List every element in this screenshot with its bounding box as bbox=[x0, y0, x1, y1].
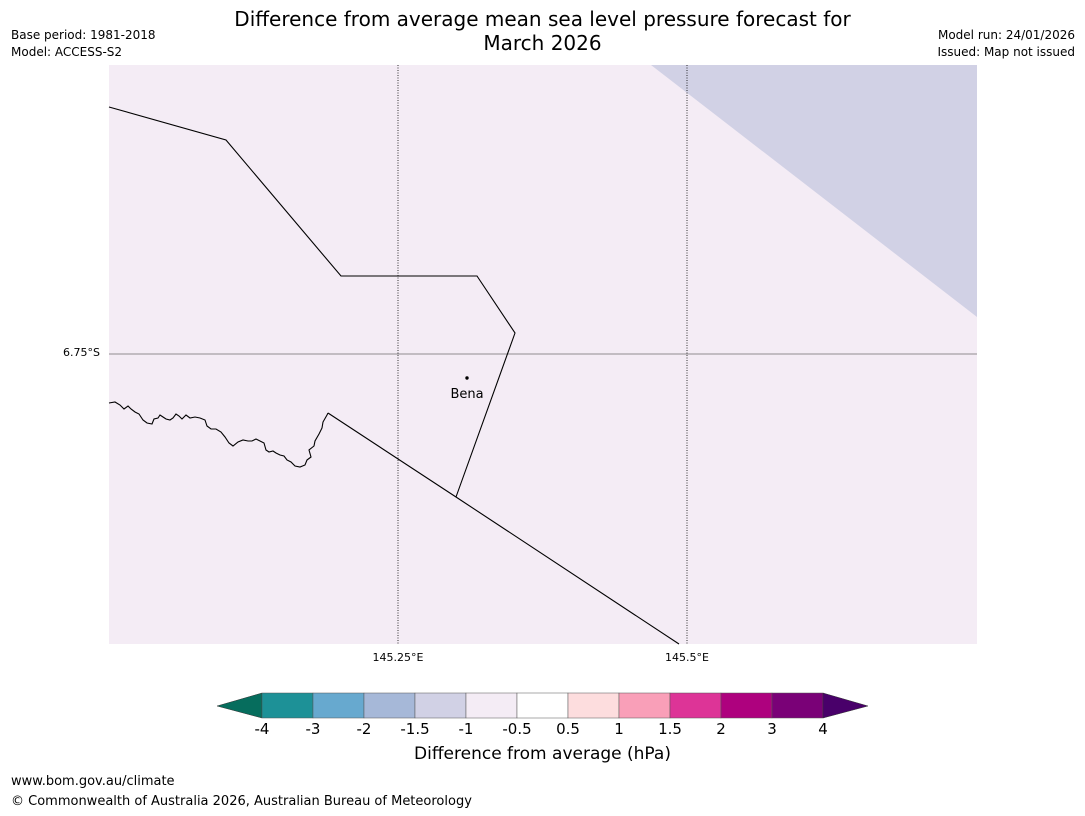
colorbar-tick: -1 bbox=[458, 720, 474, 738]
meta-left: Base period: 1981-2018 Model: ACCESS-S2 bbox=[11, 27, 156, 61]
colorbar-bin bbox=[363, 692, 416, 719]
colorbar-bin bbox=[414, 692, 467, 719]
bena-marker bbox=[465, 376, 469, 380]
colorbar-title: Difference from average (hPa) bbox=[414, 744, 671, 764]
colorbar-tick: 0.5 bbox=[556, 720, 580, 738]
colorbar-tick: -0.5 bbox=[502, 720, 532, 738]
colorbar-bins bbox=[261, 692, 824, 719]
colorbar-tick: 1.5 bbox=[658, 720, 682, 738]
issued-status: Issued: Map not issued bbox=[937, 45, 1075, 59]
colorbar-extend-max bbox=[822, 692, 869, 719]
colorbar-bin bbox=[771, 692, 824, 719]
colorbar-tick: 1 bbox=[614, 720, 624, 738]
longitude-label-145-5: 145.5°E bbox=[665, 651, 709, 664]
colorbar-bin bbox=[465, 692, 518, 719]
colorbar-bin bbox=[618, 692, 671, 719]
title-line-2: March 2026 bbox=[483, 31, 602, 55]
shaded-pressure-region bbox=[651, 65, 977, 317]
title-line-1: Difference from average mean sea level p… bbox=[234, 7, 851, 31]
province-boundary bbox=[108, 106, 516, 498]
colorbar-bin bbox=[261, 692, 314, 719]
colorbar-tick: -2 bbox=[356, 720, 372, 738]
longitude-label-145-25: 145.25°E bbox=[372, 651, 424, 664]
footer-url[interactable]: www.bom.gov.au/climate bbox=[11, 774, 175, 789]
base-period: Base period: 1981-2018 bbox=[11, 28, 156, 42]
colorbar-extend-min bbox=[216, 692, 263, 719]
map-title: Difference from average mean sea level p… bbox=[190, 7, 895, 55]
latitude-label: 6.75°S bbox=[63, 346, 100, 359]
colorbar-bin bbox=[516, 692, 569, 719]
coastline bbox=[108, 401, 329, 468]
colorbar-tick: -1.5 bbox=[400, 720, 430, 738]
colorbar-bin bbox=[312, 692, 365, 719]
colorbar-tick: 4 bbox=[818, 720, 828, 738]
colorbar-tick: 3 bbox=[767, 720, 777, 738]
province-boundary-south bbox=[327, 412, 680, 645]
colorbar-bin bbox=[720, 692, 773, 719]
footer-copyright: © Commonwealth of Australia 2026, Austra… bbox=[11, 794, 472, 809]
colorbar-tick: -3 bbox=[305, 720, 321, 738]
model-run: Model run: 24/01/2026 bbox=[937, 28, 1075, 42]
colorbar-tick: 2 bbox=[716, 720, 726, 738]
colorbar-tick: -4 bbox=[254, 720, 270, 738]
model-name: Model: ACCESS-S2 bbox=[11, 45, 123, 59]
colorbar-bin bbox=[669, 692, 722, 719]
meta-right: Model run: 24/01/2026 Issued: Map not is… bbox=[937, 27, 1075, 61]
place-label-bena: Bena bbox=[450, 387, 484, 402]
colorbar-bin bbox=[567, 692, 620, 719]
